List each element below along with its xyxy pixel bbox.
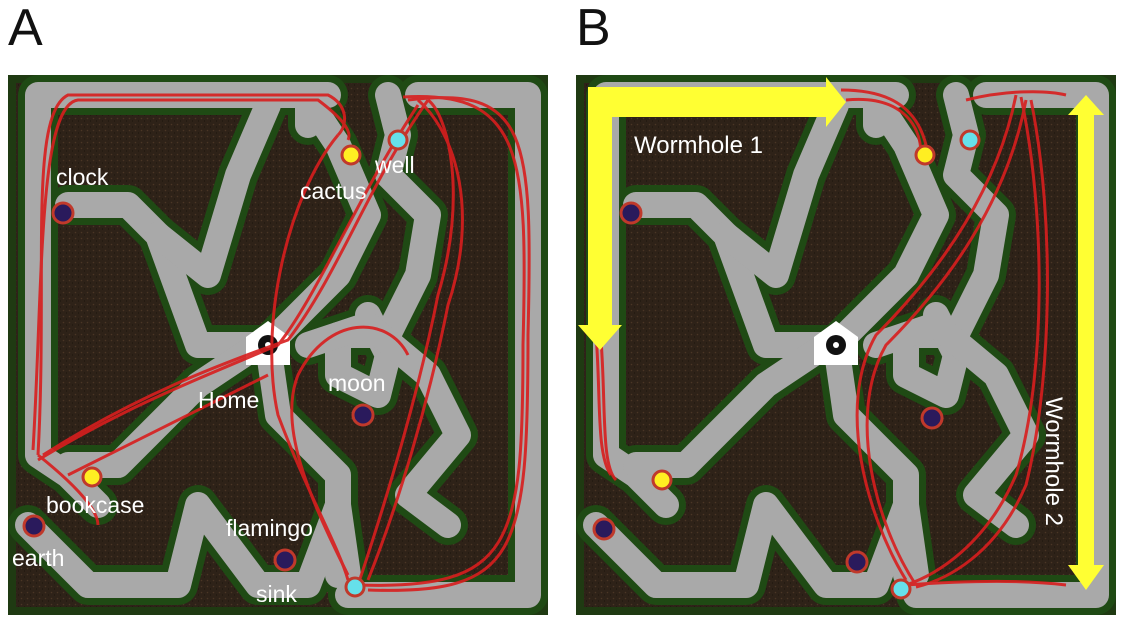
landmark-well-a [387, 129, 409, 151]
maze-map-b: Wormhole 1 Wormhole 2 [576, 75, 1116, 615]
wormhole-2-arrow [1068, 95, 1104, 590]
label-earth: earth [12, 545, 64, 571]
landmark-sink-a [344, 576, 366, 598]
landmark-well-b [959, 129, 981, 151]
trajectory-a [31, 93, 531, 592]
label-wormhole-1: Wormhole 1 [634, 132, 763, 159]
label-cactus: cactus [300, 178, 366, 204]
landmark-cactus-a [340, 144, 362, 166]
label-clock: clock [56, 164, 109, 190]
landmark-moon-a [351, 403, 375, 427]
panel-label-b: B [576, 0, 611, 57]
landmark-flamingo-a [273, 548, 297, 572]
landmarks-b [592, 129, 981, 600]
landmark-sink-b [890, 578, 912, 600]
label-wormhole-2: Wormhole 2 [1040, 397, 1067, 526]
trajectory-b [594, 88, 1067, 589]
label-well: well [374, 152, 415, 178]
wormhole-arrows [578, 77, 1104, 590]
maze-panel-a: clock cactus well Home moon bookcase fla… [8, 75, 548, 615]
landmark-cactus-b [914, 144, 936, 166]
landmark-clock-a [51, 201, 75, 225]
landmark-clock-b [619, 201, 643, 225]
landmark-earth-a [22, 514, 46, 538]
maze-panel-b: Wormhole 1 Wormhole 2 [576, 75, 1116, 615]
landmarks-a [22, 129, 409, 598]
landmark-flamingo-b [845, 550, 869, 574]
landmark-bookcase-a [81, 466, 103, 488]
label-flamingo: flamingo [226, 515, 313, 541]
landmark-moon-b [920, 406, 944, 430]
landmark-bookcase-b [651, 469, 673, 491]
landmark-earth-b [592, 517, 616, 541]
label-moon: moon [328, 370, 386, 396]
label-home: Home [198, 387, 259, 413]
panel-label-a: A [8, 0, 43, 57]
wormhole-1-arrow [578, 77, 846, 350]
label-sink: sink [256, 581, 297, 607]
maze-map-a: clock cactus well Home moon bookcase fla… [8, 75, 548, 615]
label-bookcase: bookcase [46, 492, 144, 518]
